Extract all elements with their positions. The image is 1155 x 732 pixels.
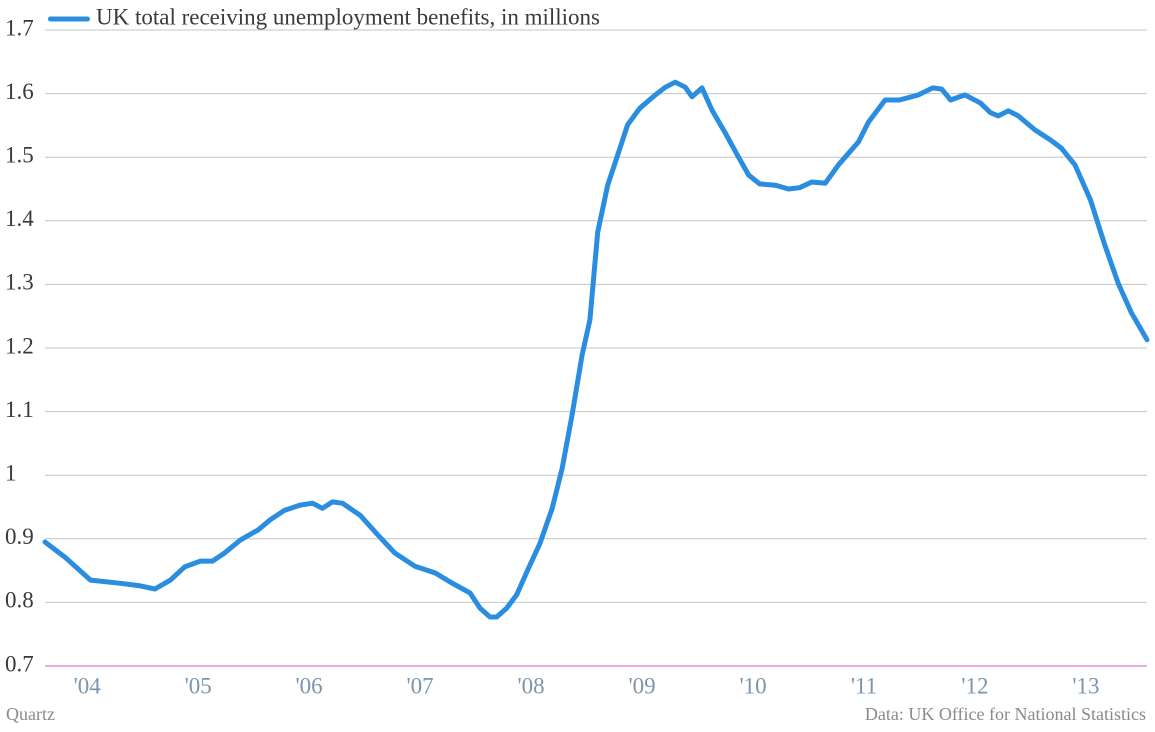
source: Data: UK Office for National Statistics	[865, 704, 1146, 724]
x-tick-label: '04	[74, 673, 102, 698]
y-tick-label: 1.2	[5, 333, 34, 358]
x-tick-label: '07	[407, 673, 434, 698]
y-tick-label: 1.7	[5, 15, 34, 40]
y-tick-label: 1.3	[5, 270, 34, 295]
x-tick-label: '10	[739, 673, 766, 698]
y-tick-label: 0.9	[5, 524, 34, 549]
y-tick-label: 1	[5, 460, 17, 485]
y-tick-label: 0.7	[5, 651, 34, 676]
y-tick-label: 1.4	[5, 206, 34, 231]
x-tick-label: '11	[851, 673, 877, 698]
credit: Quartz	[6, 704, 55, 724]
x-tick-label: '08	[518, 673, 545, 698]
x-tick-label: '05	[185, 673, 212, 698]
legend-swatch	[48, 16, 90, 22]
x-tick-label: '06	[296, 673, 323, 698]
x-tick-label: '13	[1072, 673, 1099, 698]
x-tick-label: '09	[628, 673, 655, 698]
data-line	[42, 79, 1150, 620]
x-tick-label: '12	[961, 673, 988, 698]
y-tick-label: 1.1	[5, 397, 34, 422]
y-tick-label: 1.5	[5, 142, 34, 167]
y-tick-label: 0.8	[5, 588, 34, 613]
legend-label: UK total receiving unemployment benefits…	[96, 4, 600, 29]
y-tick-label: 1.6	[5, 79, 34, 104]
